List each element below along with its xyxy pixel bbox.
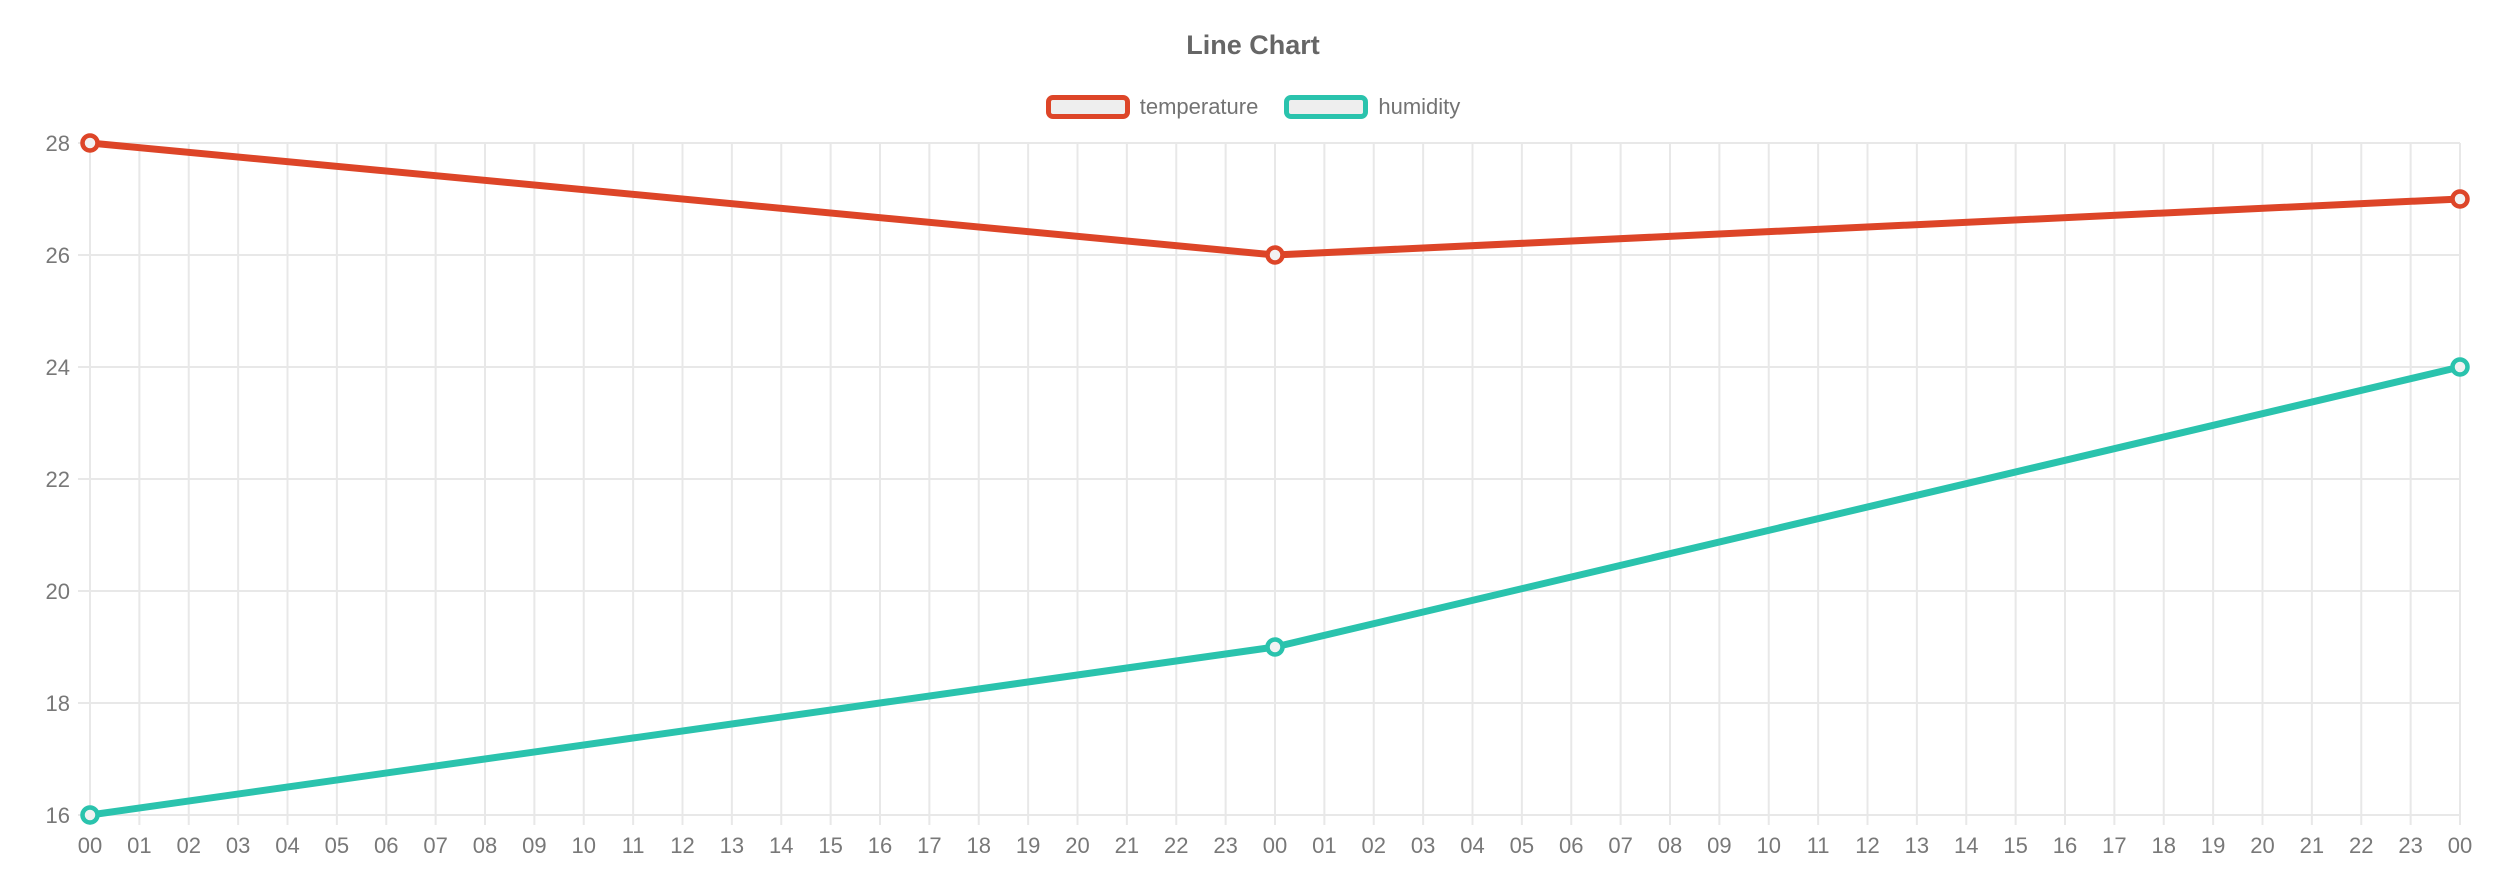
y-tick-label: 26: [46, 243, 70, 268]
legend-swatch-temperature: [1045, 95, 1130, 119]
data-point-humidity: [1265, 637, 1285, 657]
x-tick-label: 12: [1855, 833, 1879, 858]
x-tick-label: 05: [325, 833, 349, 858]
x-tick-label: 17: [2102, 833, 2126, 858]
x-tick-label: 00: [2448, 833, 2472, 858]
data-point-temperature: [80, 133, 100, 153]
x-tick-label: 20: [1065, 833, 1089, 858]
x-tick-label: 12: [670, 833, 694, 858]
x-tick-label: 19: [2201, 833, 2225, 858]
x-tick-label: 14: [1954, 833, 1978, 858]
x-tick-label: 08: [473, 833, 497, 858]
x-tick-label: 22: [2349, 833, 2373, 858]
x-tick-label: 14: [769, 833, 793, 858]
x-tick-label: 21: [2300, 833, 2324, 858]
x-tick-label: 10: [1757, 833, 1781, 858]
x-tick-label: 15: [2003, 833, 2027, 858]
x-tick-label: 07: [1608, 833, 1632, 858]
legend-label: temperature: [1139, 94, 1259, 119]
data-point-temperature: [1265, 245, 1285, 265]
x-tick-label: 01: [1312, 833, 1336, 858]
y-tick-label: 22: [46, 467, 70, 492]
x-tick-label: 13: [720, 833, 744, 858]
x-tick-label: 20: [2250, 833, 2274, 858]
y-tick-label: 16: [46, 803, 70, 828]
x-tick-label: 05: [1510, 833, 1534, 858]
x-tick-label: 19: [1016, 833, 1040, 858]
x-tick-label: 03: [226, 833, 250, 858]
x-tick-label: 06: [1559, 833, 1583, 858]
x-tick-label: 23: [1213, 833, 1237, 858]
chart-title: Line Chart: [1186, 30, 1320, 60]
x-tick-label: 02: [1362, 833, 1386, 858]
x-tick-label: 11: [1807, 833, 1830, 858]
x-tick-label: 08: [1658, 833, 1682, 858]
x-tick-label: 13: [1905, 833, 1929, 858]
legend-label: humidity: [1378, 94, 1461, 119]
x-tick-label: 21: [1115, 833, 1139, 858]
x-tick-label: 09: [522, 833, 546, 858]
legend-item-humidity[interactable]: humidity: [1284, 95, 1460, 119]
x-tick-label: 15: [818, 833, 842, 858]
legend-item-temperature[interactable]: temperature: [1045, 94, 1259, 119]
data-point-humidity: [80, 805, 100, 825]
chart-legend: temperature humidity: [0, 95, 2506, 119]
legend-swatch-humidity: [1284, 95, 1369, 119]
x-tick-label: 16: [2053, 833, 2077, 858]
y-tick-label: 20: [46, 579, 70, 604]
x-tick-label: 23: [2398, 833, 2422, 858]
y-tick-label: 18: [46, 691, 70, 716]
x-tick-label: 04: [1460, 833, 1484, 858]
x-tick-label: 10: [572, 833, 596, 858]
x-tick-label: 17: [917, 833, 941, 858]
x-tick-label: 02: [177, 833, 201, 858]
y-tick-label: 24: [46, 355, 70, 380]
x-tick-label: 04: [275, 833, 299, 858]
x-tick-label: 22: [1164, 833, 1188, 858]
data-point-temperature: [2450, 189, 2470, 209]
y-tick-label: 28: [46, 131, 70, 156]
x-tick-label: 18: [967, 833, 991, 858]
x-tick-label: 03: [1411, 833, 1435, 858]
x-tick-label: 00: [1263, 833, 1287, 858]
x-tick-label: 00: [78, 833, 102, 858]
x-tick-label: 09: [1707, 833, 1731, 858]
x-tick-label: 07: [423, 833, 447, 858]
x-tick-label: 16: [868, 833, 892, 858]
x-tick-label: 18: [2152, 833, 2176, 858]
x-tick-label: 06: [374, 833, 398, 858]
x-tick-label: 01: [127, 833, 151, 858]
x-tick-label: 11: [622, 833, 645, 858]
data-point-humidity: [2450, 357, 2470, 377]
